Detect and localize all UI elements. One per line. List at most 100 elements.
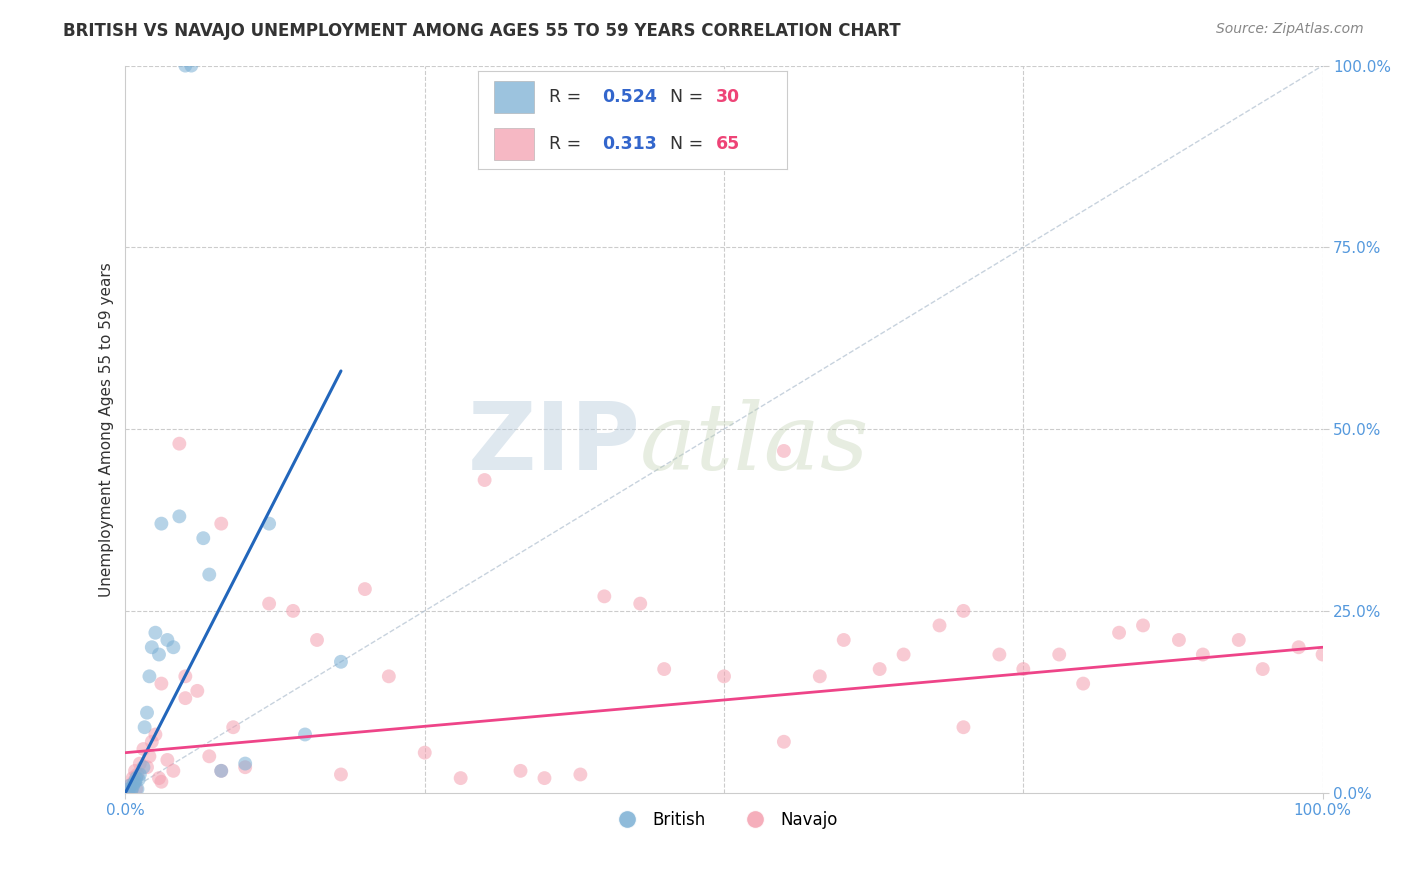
Point — [156, 632, 179, 647]
Point — [118, 782, 141, 797]
Point — [124, 774, 146, 789]
Point — [174, 669, 197, 683]
Point — [150, 516, 173, 531]
Point — [128, 767, 150, 781]
Text: atlas: atlas — [640, 399, 870, 489]
Point — [198, 749, 221, 764]
Point — [122, 777, 145, 791]
Text: N =: N = — [669, 88, 709, 106]
Point — [162, 640, 184, 655]
Point — [1012, 662, 1035, 676]
Point — [222, 720, 245, 734]
Point — [988, 648, 1011, 662]
Point — [533, 771, 555, 785]
Point — [593, 590, 616, 604]
Point — [474, 473, 496, 487]
Point — [127, 767, 149, 781]
Point — [305, 632, 328, 647]
Text: N =: N = — [669, 135, 709, 153]
Point — [148, 771, 170, 785]
Point — [128, 756, 150, 771]
Point — [180, 59, 202, 73]
Point — [145, 727, 167, 741]
Point — [893, 648, 915, 662]
Point — [132, 742, 155, 756]
Point — [569, 767, 592, 781]
Point — [124, 764, 146, 778]
Point — [1192, 648, 1215, 662]
Point — [209, 764, 232, 778]
Point — [1288, 640, 1310, 655]
Point — [122, 774, 145, 789]
Point — [1251, 662, 1274, 676]
Legend: British, Navajo: British, Navajo — [603, 804, 845, 835]
Point — [169, 436, 191, 450]
Point — [121, 771, 143, 785]
Point — [773, 444, 796, 458]
Point — [136, 760, 159, 774]
Point — [150, 676, 173, 690]
FancyBboxPatch shape — [494, 128, 534, 160]
Point — [628, 597, 651, 611]
Text: 0.313: 0.313 — [602, 135, 657, 153]
Point — [869, 662, 891, 676]
Point — [141, 735, 163, 749]
Point — [233, 756, 256, 771]
Point — [128, 772, 150, 787]
Point — [952, 604, 974, 618]
Text: 65: 65 — [716, 135, 741, 153]
Point — [162, 764, 184, 778]
Point — [1167, 632, 1189, 647]
Point — [138, 669, 160, 683]
Point — [233, 760, 256, 774]
Point — [329, 767, 352, 781]
Point — [186, 684, 208, 698]
Point — [378, 669, 401, 683]
Point — [136, 706, 159, 720]
FancyBboxPatch shape — [494, 81, 534, 112]
Text: R =: R = — [550, 135, 586, 153]
Point — [1108, 625, 1130, 640]
Point — [169, 509, 191, 524]
Text: Source: ZipAtlas.com: Source: ZipAtlas.com — [1216, 22, 1364, 37]
Point — [281, 604, 304, 618]
Point — [450, 771, 472, 785]
Text: BRITISH VS NAVAJO UNEMPLOYMENT AMONG AGES 55 TO 59 YEARS CORRELATION CHART: BRITISH VS NAVAJO UNEMPLOYMENT AMONG AGE… — [63, 22, 901, 40]
Point — [329, 655, 352, 669]
Point — [138, 749, 160, 764]
Point — [952, 720, 974, 734]
Point — [120, 783, 142, 797]
Point — [1071, 676, 1094, 690]
Text: 0.524: 0.524 — [602, 88, 657, 106]
Point — [148, 648, 170, 662]
Point — [134, 720, 156, 734]
Point — [509, 764, 531, 778]
Point — [127, 782, 149, 797]
Point — [773, 735, 796, 749]
Point — [174, 59, 197, 73]
Point — [121, 780, 143, 794]
Point — [132, 760, 155, 774]
Point — [928, 618, 950, 632]
Text: ZIP: ZIP — [467, 398, 640, 490]
Point — [198, 567, 221, 582]
Point — [832, 632, 855, 647]
Point — [808, 669, 831, 683]
Point — [257, 597, 280, 611]
Point — [141, 640, 163, 655]
Point — [120, 778, 142, 792]
Point — [209, 516, 232, 531]
Text: R =: R = — [550, 88, 586, 106]
Point — [118, 782, 141, 797]
Point — [1047, 648, 1070, 662]
Point — [713, 669, 735, 683]
Point — [156, 753, 179, 767]
Point — [120, 778, 142, 792]
Point — [413, 746, 436, 760]
Y-axis label: Unemployment Among Ages 55 to 59 years: Unemployment Among Ages 55 to 59 years — [100, 261, 114, 597]
Text: 30: 30 — [716, 88, 741, 106]
Point — [150, 774, 173, 789]
Point — [120, 783, 142, 797]
Point — [1132, 618, 1154, 632]
Point — [1227, 632, 1250, 647]
